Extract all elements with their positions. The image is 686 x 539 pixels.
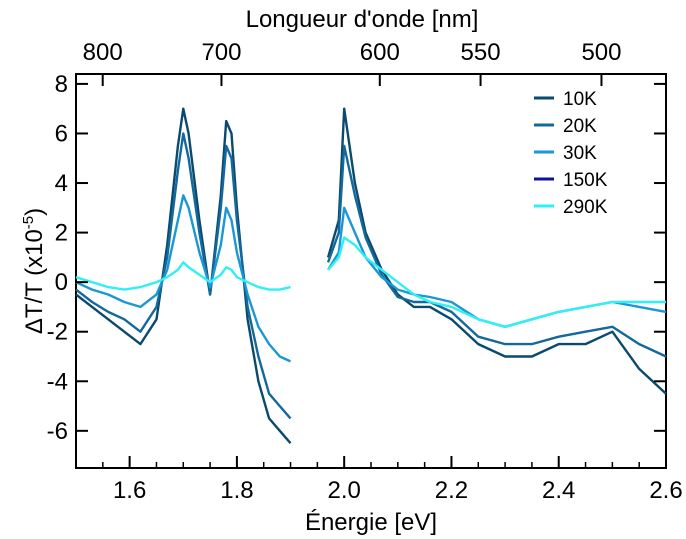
y-axis-title: ΔT/T (x10-5) (20, 208, 48, 334)
y-tick-label: -4 (47, 368, 68, 395)
series-line-10k (75, 107, 667, 444)
top-axis-title: Longueur d'onde [nm] (246, 6, 479, 33)
legend-label: 150K (563, 170, 608, 191)
legend: 10K 20K 30K 150K 290K (534, 89, 608, 218)
series-line-20k (75, 132, 667, 420)
series-line-290k (75, 236, 666, 328)
x-tick-label: 2.4 (542, 477, 575, 504)
x-tick-label: 2.2 (435, 477, 468, 504)
legend-label: 20K (563, 116, 597, 137)
x-tick-label: 1.8 (220, 477, 253, 504)
top-tick-label: 800 (83, 39, 123, 66)
x-tick-label: 1.6 (113, 477, 146, 504)
top-tick-label: 600 (360, 39, 400, 66)
top-tick-label: 700 (201, 39, 241, 66)
x-tick-label: 2.6 (649, 477, 682, 504)
legend-label: 30K (563, 143, 597, 164)
y-tick-label: 2 (55, 220, 68, 247)
y-axis-title-main: ΔT/T (x10 (21, 229, 48, 334)
y-axis-title-exponent: -5 (20, 216, 37, 229)
ticks-layer: 1.6 1.8 2.0 2.2 2.4 2.6 8 6 4 2 0 -2 -4 -6 800 700 600 55… (47, 39, 683, 504)
legend-label: 290K (563, 197, 608, 218)
legend-label: 10K (563, 89, 597, 110)
y-tick-label: 8 (55, 71, 68, 98)
y-axis-title-close: ) (21, 208, 48, 216)
y-tick-label: -6 (47, 418, 68, 445)
y-tick-label: 0 (55, 269, 68, 296)
top-tick-label: 500 (581, 39, 621, 66)
x-axis-title: Énergie [eV] (305, 509, 437, 536)
y-tick-label: -2 (47, 319, 68, 346)
y-tick-label: 6 (55, 120, 68, 147)
series-layer (75, 107, 667, 444)
y-tick-label: 4 (55, 170, 68, 197)
top-tick-label: 550 (461, 39, 501, 66)
x-tick-label: 2.0 (327, 477, 360, 504)
